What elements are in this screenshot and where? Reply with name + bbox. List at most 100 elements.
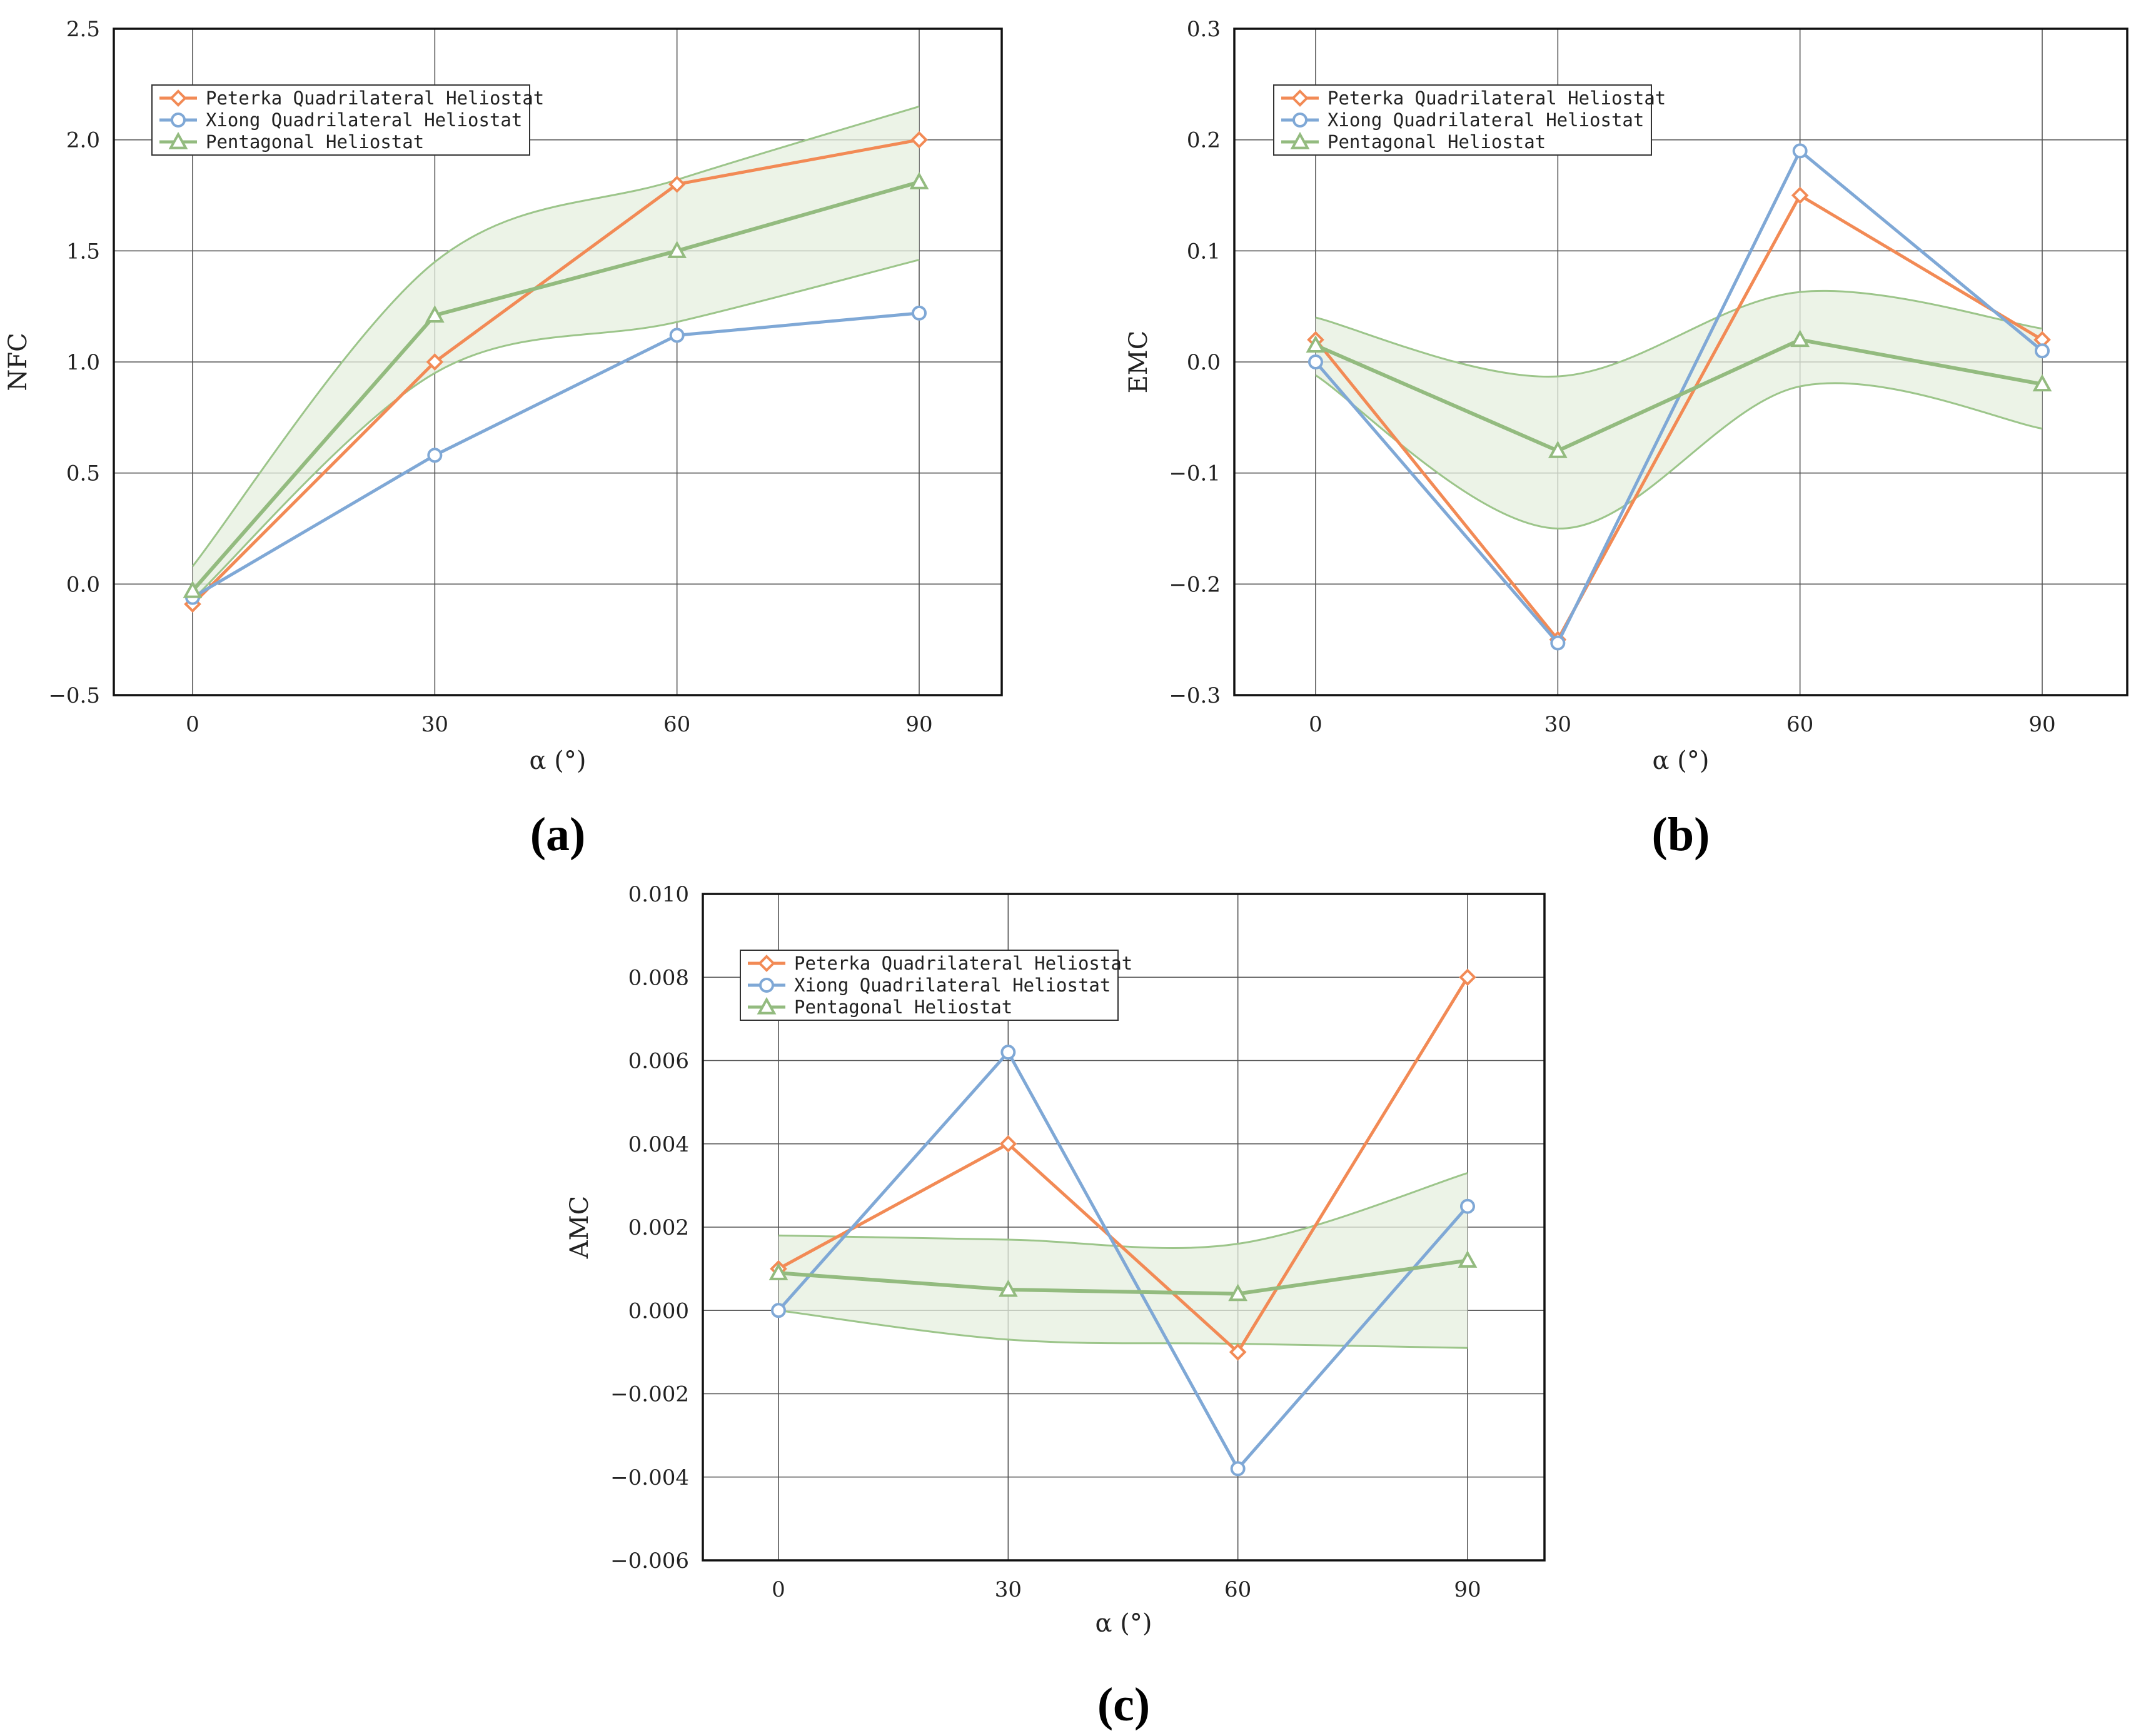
plot-frame	[1233, 28, 2128, 696]
data-point-peterka	[910, 131, 928, 149]
x-tick-label: 30	[421, 712, 448, 737]
x-tick-label: 0	[772, 1577, 785, 1602]
y-tick-label: 0.004	[628, 1132, 689, 1157]
data-point-peterka	[668, 175, 686, 193]
panel-label: (a)	[530, 808, 586, 861]
legend-swatch-marker	[759, 978, 774, 993]
chart-panel-2: −0.3 −0.2 −0.1 0.0 0.1 0.2 0.3 0 30 60 90 α (°) EMC (…	[1124, 17, 2128, 861]
data-point-pentagonal	[1306, 335, 1326, 353]
y-tick-label: 0.006	[628, 1049, 689, 1074]
legend-entry-label: Peterka Quadrilateral Heliostat	[1327, 88, 1666, 109]
x-tick-label: 90	[2028, 712, 2055, 737]
y-axis-label: EMC	[1124, 331, 1153, 394]
data-point-xiong	[1308, 354, 1323, 369]
data-point-pentagonal	[183, 580, 203, 598]
confidence-band	[193, 106, 919, 600]
data-point-xiong	[2035, 343, 2050, 359]
series-line-peterka	[1314, 194, 2043, 641]
y-tick-label: 0.010	[628, 882, 689, 907]
x-tick-label: 60	[1224, 1577, 1251, 1602]
series-line-xiong	[777, 1050, 1469, 1470]
y-tick-label: −0.3	[1169, 683, 1221, 708]
band-upper-edge	[191, 105, 920, 567]
band-upper-edge	[1315, 289, 2043, 378]
y-tick-label: 1.5	[66, 239, 100, 264]
data-point-peterka	[1459, 968, 1476, 986]
data-point-xiong	[1230, 1461, 1246, 1477]
legend-entry-label: Xiong Quadrilateral Heliostat	[1327, 109, 1644, 131]
data-point-peterka	[426, 353, 444, 371]
y-tick-label: −0.5	[48, 683, 100, 708]
y-tick-label: 2.5	[66, 17, 100, 42]
series-line-pentagonal	[1314, 338, 2043, 453]
legend-swatch-marker	[1290, 131, 1310, 149]
y-tick-label: 0.3	[1187, 17, 1221, 42]
data-point-peterka	[1791, 186, 1809, 204]
plot-frame	[702, 893, 1546, 1562]
data-point-peterka	[1229, 1343, 1247, 1361]
data-point-xiong	[669, 328, 685, 343]
legend-swatch-marker	[758, 955, 775, 972]
y-tick-label: 0.008	[628, 965, 689, 990]
y-tick-label: 0.5	[66, 461, 100, 486]
legend-swatch-marker	[757, 996, 777, 1015]
y-tick-label: −0.1	[1169, 461, 1221, 486]
legend-entry-label: Peterka Quadrilateral Heliostat	[206, 88, 544, 109]
legend-swatch-marker	[168, 131, 188, 149]
data-point-pentagonal	[909, 172, 929, 189]
x-tick-label: 90	[1454, 1577, 1481, 1602]
y-tick-label: 0.2	[1187, 128, 1221, 153]
y-tick-label: 0.0	[1187, 350, 1221, 375]
data-point-xiong	[912, 305, 927, 321]
legend-box	[740, 950, 1119, 1021]
legend-entry-label: Xiong Quadrilateral Heliostat	[206, 109, 522, 131]
legend-entry-label: Xiong Quadrilateral Heliostat	[794, 975, 1111, 996]
data-point-pentagonal	[667, 241, 687, 258]
legend-swatch-marker	[1291, 89, 1309, 107]
legend-entry-label: Pentagonal Heliostat	[794, 996, 1012, 1018]
band-lower-edge	[1315, 374, 2043, 530]
x-axis-label: α (°)	[530, 746, 587, 775]
data-point-xiong	[1000, 1045, 1016, 1060]
band-lower-edge	[191, 259, 920, 601]
legend-entry-label: Pentagonal Heliostat	[206, 131, 424, 153]
y-tick-label: 0.002	[628, 1215, 689, 1240]
y-tick-label: −0.002	[610, 1382, 689, 1407]
y-tick-label: −0.006	[610, 1548, 689, 1573]
y-tick-label: 0.0	[66, 572, 100, 597]
data-point-xiong	[427, 448, 443, 463]
y-tick-label: 0.1	[1187, 239, 1221, 264]
band-lower-edge	[778, 1309, 1468, 1349]
y-tick-label: −0.2	[1169, 572, 1221, 597]
x-tick-label: 0	[1309, 712, 1322, 737]
y-axis-label: NFC	[4, 333, 33, 391]
x-tick-label: 60	[1786, 712, 1813, 737]
x-tick-label: 90	[905, 712, 932, 737]
data-point-peterka	[999, 1135, 1017, 1153]
y-tick-label: −0.004	[610, 1465, 689, 1490]
y-tick-label: 2.0	[66, 128, 100, 153]
series-line-peterka	[777, 976, 1469, 1354]
series-line-pentagonal	[191, 180, 920, 592]
x-axis-label: α (°)	[1096, 1609, 1152, 1638]
legend-swatch-marker	[169, 89, 187, 107]
plot-frame	[113, 28, 1003, 696]
data-point-pentagonal	[768, 1263, 788, 1280]
data-point-pentagonal	[1548, 441, 1568, 458]
x-tick-label: 30	[1544, 712, 1571, 737]
legend-swatch-marker	[171, 113, 186, 128]
series-line-peterka	[191, 138, 920, 606]
series-line-xiong	[191, 311, 920, 599]
chart-panel-1: −0.5 0.0 0.5 1.0 1.5 2.0 2.5 0 30 60 90 α (°) NFC (a)…	[4, 17, 1003, 861]
data-point-xiong	[771, 1303, 786, 1318]
data-point-xiong	[1460, 1198, 1475, 1214]
x-axis-label: α (°)	[1653, 746, 1710, 775]
data-point-pentagonal	[1228, 1283, 1248, 1302]
panel-label: (b)	[1652, 808, 1710, 861]
x-tick-label: 30	[995, 1577, 1022, 1602]
legend-swatch-marker	[1292, 113, 1307, 128]
data-point-pentagonal	[2032, 374, 2052, 392]
